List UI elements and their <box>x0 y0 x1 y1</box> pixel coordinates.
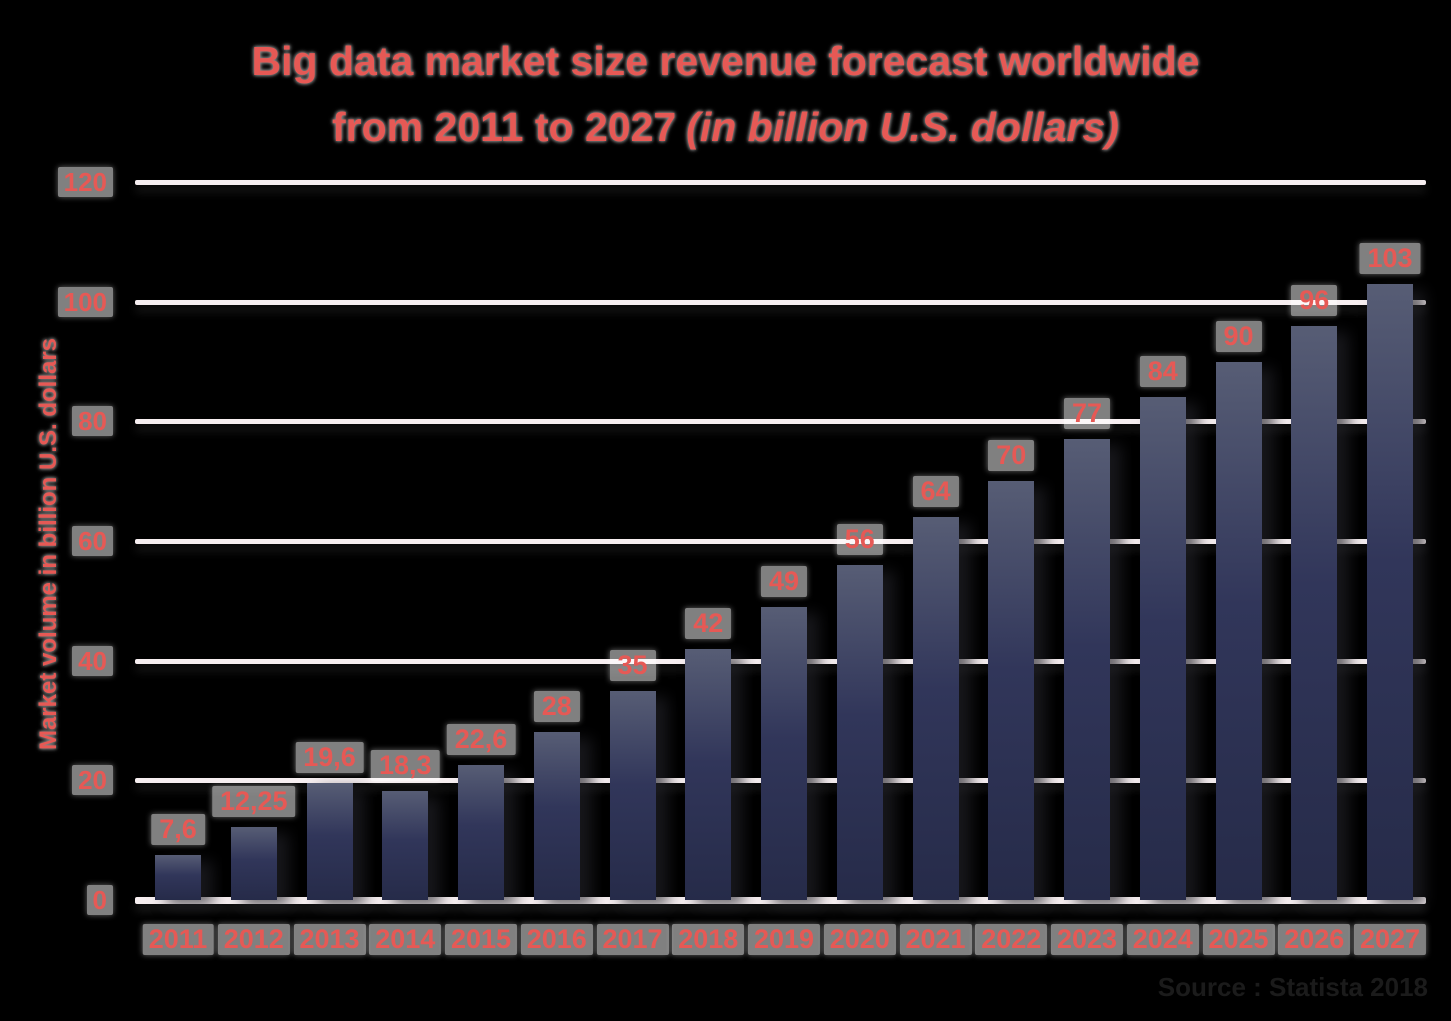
chart-title-line1: Big data market size revenue forecast wo… <box>251 38 1200 84</box>
bar-2015 <box>458 764 504 900</box>
chart-title: Big data market size revenue forecast wo… <box>0 28 1451 160</box>
source-note: Source : Statista 2018 <box>1157 972 1428 1002</box>
value-label-2023: 77 <box>1063 398 1111 430</box>
bar-2012 <box>230 826 277 900</box>
x-tick-label-2012: 2012 <box>217 924 290 955</box>
x-tick-label-2024: 2024 <box>1126 924 1199 955</box>
y-tick-label-60: 60 <box>72 526 113 556</box>
value-label-2025: 90 <box>1215 320 1262 352</box>
value-label-2021: 64 <box>912 476 959 508</box>
bar-2020 <box>836 564 883 900</box>
x-tick-label-2017: 2017 <box>596 924 669 955</box>
bar-2027 <box>1367 283 1413 900</box>
gridline-60 <box>135 539 1426 544</box>
x-tick-label-2015: 2015 <box>444 924 518 955</box>
y-tick-label-120: 120 <box>57 167 113 197</box>
x-tick-label-2022: 2022 <box>975 924 1048 955</box>
y-tick-label-20: 20 <box>72 765 113 796</box>
bar-2023 <box>1064 439 1110 900</box>
y-tick-label-80: 80 <box>72 406 113 437</box>
value-label-2026: 96 <box>1291 284 1338 316</box>
x-tick-label-2014: 2014 <box>369 924 442 955</box>
bar-2014 <box>382 790 429 900</box>
chart-title-line2-text: from 2011 to 2027 <box>332 104 677 150</box>
bar-2021 <box>912 517 959 900</box>
x-tick-label-2023: 2023 <box>1050 924 1124 955</box>
x-axis-line <box>135 897 1426 904</box>
bar-2013 <box>306 782 353 900</box>
value-label-2018: 42 <box>685 607 732 639</box>
bar-2017 <box>609 690 656 900</box>
value-label-2019: 49 <box>760 565 808 597</box>
value-label-2014: 18,3 <box>370 749 440 781</box>
value-label-2015: 22,6 <box>446 723 516 755</box>
bar-2025 <box>1215 361 1262 900</box>
x-tick-label-2016: 2016 <box>520 924 593 955</box>
bar-2022 <box>988 481 1035 900</box>
y-tick-label-100: 100 <box>57 286 113 317</box>
gridline-120 <box>135 180 1426 185</box>
bar-2019 <box>761 606 807 900</box>
bar-2018 <box>685 648 732 900</box>
value-label-2022: 70 <box>988 440 1035 472</box>
bar-2011 <box>155 854 201 900</box>
x-tick-label-2019: 2019 <box>747 924 821 955</box>
value-label-2011: 7,6 <box>151 813 205 845</box>
bar-2026 <box>1291 325 1338 900</box>
value-label-2017: 35 <box>609 649 656 681</box>
value-label-2016: 28 <box>533 691 580 723</box>
value-label-2020: 56 <box>836 523 883 555</box>
gridline-80 <box>135 419 1426 425</box>
x-tick-label-2025: 2025 <box>1202 924 1275 955</box>
value-label-2024: 84 <box>1139 356 1186 388</box>
value-label-2027: 103 <box>1359 242 1421 274</box>
x-tick-label-2027: 2027 <box>1353 924 1427 955</box>
x-tick-label-2013: 2013 <box>293 924 366 955</box>
value-label-2012: 12,25 <box>211 785 296 817</box>
x-tick-label-2020: 2020 <box>823 924 896 955</box>
bar-2016 <box>533 732 580 900</box>
chart-title-line2-unit: (in billion U.S. dollars) <box>686 104 1119 150</box>
gridline-100 <box>135 299 1426 305</box>
y-tick-label-0: 0 <box>86 885 113 915</box>
y-tick-label-40: 40 <box>72 645 113 676</box>
value-label-2013: 19,6 <box>295 741 364 773</box>
x-tick-label-2011: 2011 <box>142 924 214 955</box>
chart-title-line2: from 2011 to 2027 (in billion U.S. dollar… <box>0 94 1451 160</box>
x-tick-label-2026: 2026 <box>1278 924 1351 955</box>
x-tick-label-2018: 2018 <box>672 924 745 955</box>
bar-2024 <box>1139 397 1186 900</box>
x-tick-label-2021: 2021 <box>899 924 972 955</box>
